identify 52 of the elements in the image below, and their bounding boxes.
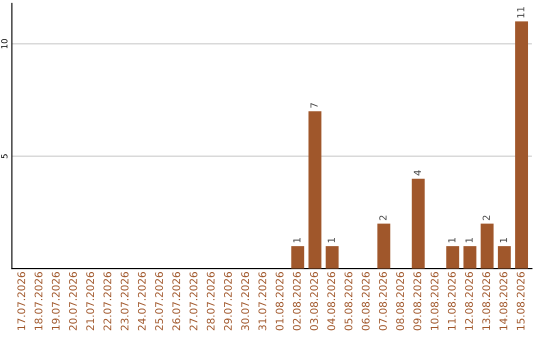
x-tick-label: 24.07.2026 <box>138 272 146 330</box>
x-tick-label: 30.07.2026 <box>241 272 250 330</box>
x-tick-label: 04.08.2026 <box>327 272 336 330</box>
bar <box>463 246 476 269</box>
x-tick-label: 12.08.2026 <box>465 272 473 330</box>
bar <box>446 246 460 269</box>
data-label: 1 <box>466 238 473 242</box>
x-tick-label: 26.07.2026 <box>172 272 180 330</box>
x-tick-label: 11.08.2026 <box>448 272 456 330</box>
x-tick-label: 19.07.2026 <box>52 272 60 330</box>
x-tick-label: 13.08.2026 <box>482 272 490 330</box>
x-tick-label: 10.08.2026 <box>430 272 438 330</box>
y-tick-label: 10 <box>1 39 8 48</box>
x-tick-label: 02.08.2026 <box>292 272 301 330</box>
data-label: 11 <box>517 7 524 18</box>
x-tick-label: 22.07.2026 <box>103 272 112 330</box>
x-tick-label: 08.08.2026 <box>396 272 404 330</box>
data-label: 2 <box>379 216 386 220</box>
bar <box>480 224 494 269</box>
bar <box>412 178 425 269</box>
x-tick-label: 09.08.2026 <box>413 272 422 330</box>
data-label: 7 <box>310 103 318 108</box>
x-tick-label: 01.08.2026 <box>276 272 284 330</box>
x-tick-label: 03.08.2026 <box>310 272 318 330</box>
bar <box>326 246 339 269</box>
x-tick-label: 31.07.2026 <box>258 272 266 330</box>
data-label: 1 <box>293 238 300 242</box>
x-tick-label: 27.07.2026 <box>190 272 198 330</box>
x-tick-label: 07.08.2026 <box>378 272 387 330</box>
bar <box>377 224 390 269</box>
x-tick-label: 05.08.2026 <box>344 272 352 330</box>
x-tick-label: 20.07.2026 <box>69 272 77 330</box>
bar <box>515 21 528 269</box>
x-tick-label: 06.08.2026 <box>362 272 370 330</box>
bar <box>291 246 304 269</box>
x-tick-label: 14.08.2026 <box>499 272 508 330</box>
x-tick-label: 15.08.2026 <box>516 272 525 330</box>
x-tick-label: 18.07.2026 <box>34 272 42 330</box>
data-label: 4 <box>414 170 421 176</box>
x-tick-label: 28.07.2026 <box>206 272 215 330</box>
bar <box>308 111 322 269</box>
y-tick-label: 5 <box>1 154 8 158</box>
x-tick-label: 29.07.2026 <box>224 272 232 330</box>
x-tick-label: 21.07.2026 <box>86 272 94 330</box>
data-label: 1 <box>448 238 456 242</box>
data-label: 1 <box>500 238 508 242</box>
data-label: 2 <box>482 216 490 220</box>
data-label: 1 <box>328 238 335 242</box>
bar <box>498 246 511 269</box>
x-tick-label: 23.07.2026 <box>120 272 129 330</box>
x-tick-label: 25.07.2026 <box>155 272 163 330</box>
x-tick-label: 17.07.2026 <box>17 272 26 330</box>
